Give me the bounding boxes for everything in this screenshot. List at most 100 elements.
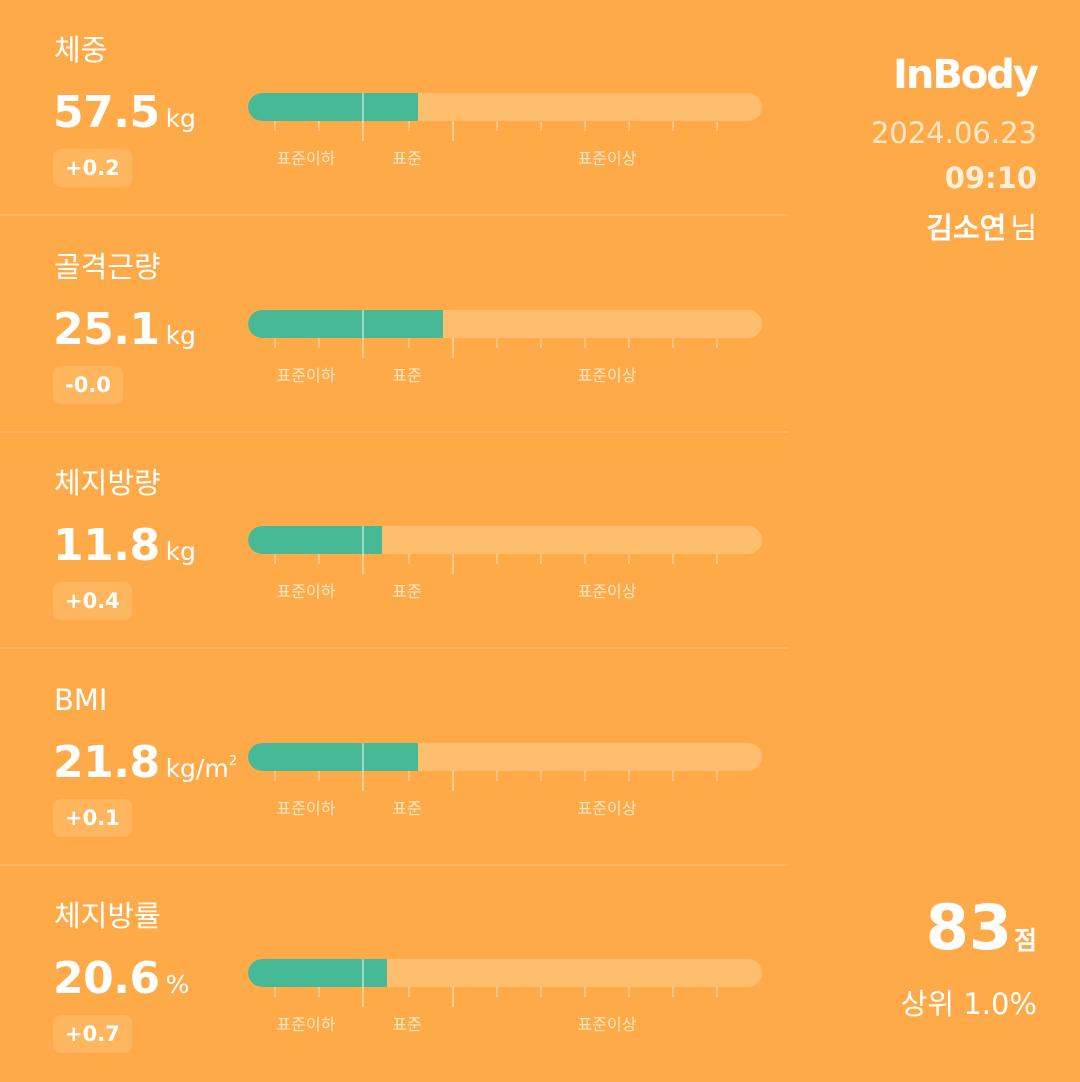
scale-tick bbox=[584, 554, 586, 564]
scale-tick bbox=[496, 554, 498, 564]
range-label-low: 표준이하 bbox=[276, 1015, 336, 1034]
scale-tick-major bbox=[362, 554, 364, 574]
user-suffix: 님 bbox=[1010, 211, 1037, 245]
metric-body-fat-mass: 체지방량 11.8 kg +0.4 표준이하 표준 표준이상 bbox=[0, 433, 788, 649]
change-badge: +0.7 bbox=[53, 1015, 132, 1053]
row-divider bbox=[0, 864, 788, 866]
scale-tick bbox=[408, 987, 410, 997]
range-label-high: 표준이상 bbox=[577, 149, 637, 168]
standard-marker bbox=[362, 743, 364, 771]
scale-tick bbox=[540, 554, 542, 564]
metric-label: 골격근량 bbox=[54, 250, 161, 284]
range-label-low: 표준이하 bbox=[276, 149, 336, 168]
metric-number: 57.5 bbox=[53, 87, 160, 138]
metric-value: 21.8 kg/m2 bbox=[53, 734, 237, 800]
metric-number: 11.8 bbox=[53, 520, 160, 571]
metric-unit: kg/m2 bbox=[166, 754, 237, 783]
metric-skeletal-muscle: 골격근량 25.1 kg -0.0 표준이하 표준 표준이상 bbox=[0, 217, 788, 433]
scale-tick bbox=[672, 554, 674, 564]
metric-body-fat-percent: 체지방률 20.6% +0.7 표준이하 표준 표준이상 bbox=[0, 866, 788, 1082]
scale-tick bbox=[628, 554, 630, 564]
scale-tick bbox=[408, 771, 410, 781]
inbody-score: 83점 bbox=[926, 890, 1037, 982]
scale-tick bbox=[672, 987, 674, 997]
scale-tick bbox=[716, 121, 718, 131]
scale-tick bbox=[274, 554, 276, 564]
range-label-normal: 표준 bbox=[392, 582, 422, 601]
score-value: 83 bbox=[925, 891, 1012, 964]
level-bar bbox=[248, 959, 762, 987]
scale-tick bbox=[672, 771, 674, 781]
metric-weight: 체중 57.5 kg +0.2 표준이하 표준 표준이상 bbox=[0, 0, 788, 216]
scale-tick bbox=[540, 121, 542, 131]
level-bar bbox=[248, 93, 762, 121]
scale-tick-major bbox=[452, 338, 454, 358]
scale-tick bbox=[274, 338, 276, 348]
scale-tick bbox=[716, 554, 718, 564]
scale-tick bbox=[408, 554, 410, 564]
range-label-normal: 표준 bbox=[392, 366, 422, 385]
scale-tick bbox=[628, 121, 630, 131]
range-label-normal: 표준 bbox=[392, 799, 422, 818]
metric-label: 체지방량 bbox=[54, 466, 161, 500]
standard-marker bbox=[362, 526, 364, 554]
metric-unit-text: kg bbox=[165, 104, 196, 133]
scale-tick bbox=[540, 771, 542, 781]
scale-tick-major bbox=[362, 338, 364, 358]
range-label-low: 표준이하 bbox=[276, 582, 336, 601]
scale-tick bbox=[318, 121, 320, 131]
change-badge: -0.0 bbox=[53, 366, 123, 404]
metric-label: BMI bbox=[54, 683, 108, 717]
scale-tick-major bbox=[452, 987, 454, 1007]
measurement-time: 09:10 bbox=[944, 161, 1037, 195]
scale-tick bbox=[274, 771, 276, 781]
change-badge: +0.2 bbox=[53, 149, 132, 187]
range-label-normal: 표준 bbox=[392, 1015, 422, 1034]
row-divider bbox=[0, 431, 788, 433]
metric-unit: kg bbox=[166, 537, 196, 566]
metrics-panel: 체중 57.5 kg +0.2 표준이하 표준 표준이상 골격근량 25.1 kg … bbox=[0, 0, 788, 1082]
metric-unit: kg bbox=[166, 321, 196, 350]
level-bar bbox=[248, 743, 762, 771]
scale-tick bbox=[274, 121, 276, 131]
metric-unit-text: kg/m bbox=[165, 754, 229, 783]
score-rank: 상위 1.0% bbox=[900, 987, 1037, 1021]
standard-marker bbox=[362, 310, 364, 338]
scale-tick-major bbox=[452, 554, 454, 574]
change-badge: +0.1 bbox=[53, 799, 132, 837]
level-bar-fill bbox=[248, 959, 387, 987]
metric-label: 체중 bbox=[54, 33, 108, 67]
scale-tick bbox=[716, 771, 718, 781]
scale-tick bbox=[628, 987, 630, 997]
scale-tick bbox=[716, 338, 718, 348]
scale-tick-major bbox=[452, 121, 454, 141]
user-greeting: 김소연 님 bbox=[926, 208, 1037, 248]
scale-tick bbox=[584, 987, 586, 997]
metric-unit-text: kg bbox=[165, 537, 196, 566]
standard-marker bbox=[362, 93, 364, 121]
standard-marker bbox=[362, 959, 364, 987]
metric-number: 21.8 bbox=[53, 737, 160, 788]
range-label-high: 표준이상 bbox=[577, 366, 637, 385]
scale-tick bbox=[318, 987, 320, 997]
scale-tick bbox=[318, 554, 320, 564]
scale-tick bbox=[496, 121, 498, 131]
level-bar-fill bbox=[248, 310, 444, 338]
scale-tick bbox=[496, 771, 498, 781]
range-label-high: 표준이상 bbox=[577, 1015, 637, 1034]
level-bar-fill bbox=[248, 526, 382, 554]
metric-unit: kg bbox=[166, 104, 196, 133]
scale-tick bbox=[672, 121, 674, 131]
scale-tick bbox=[318, 338, 320, 348]
level-bar bbox=[248, 310, 762, 338]
inbody-logo: InBody bbox=[892, 52, 1039, 98]
row-divider bbox=[0, 214, 788, 216]
scale-tick bbox=[408, 121, 410, 131]
range-label-normal: 표준 bbox=[392, 149, 422, 168]
scale-tick bbox=[540, 338, 542, 348]
metric-unit: % bbox=[166, 970, 190, 999]
scale-tick bbox=[672, 338, 674, 348]
metric-value: 11.8 kg bbox=[53, 517, 196, 583]
metric-number: 20.6 bbox=[53, 953, 160, 1004]
level-bar-fill bbox=[248, 93, 418, 121]
